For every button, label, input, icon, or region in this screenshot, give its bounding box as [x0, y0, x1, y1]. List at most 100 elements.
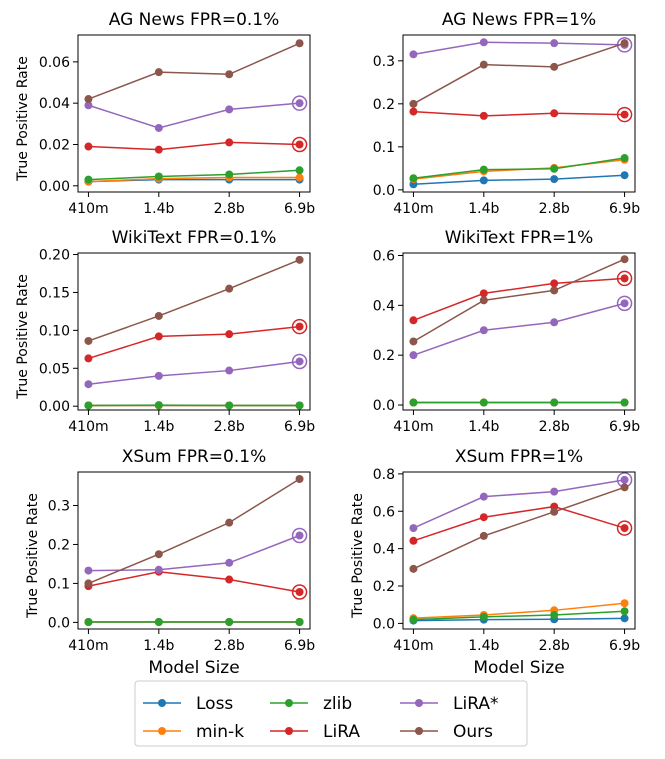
legend-marker	[415, 699, 423, 707]
axes-frame	[77, 34, 311, 193]
y-tick-label: 0.1	[48, 576, 70, 592]
x-tick-label: 2.8b	[214, 201, 245, 217]
x-tick-label: 2.8b	[539, 419, 570, 435]
data-point-loss	[620, 614, 629, 623]
y-tick-label: 0.8	[373, 467, 395, 483]
data-point-ours	[295, 39, 304, 48]
data-point-lira	[154, 332, 163, 341]
data-point-zlib	[295, 617, 304, 626]
data-point-ours	[620, 39, 629, 48]
series-line-ours	[413, 258, 625, 343]
highlight-ring-lira	[616, 520, 633, 536]
data-point-lira	[409, 351, 418, 360]
x-axis-label: Model Size	[148, 658, 239, 678]
data-point-min-k	[620, 599, 629, 608]
series-lira	[409, 270, 633, 325]
y-tick-label: 0.2	[373, 348, 395, 364]
series-lira	[84, 95, 308, 132]
series-zlib	[409, 607, 629, 624]
y-tick-label: 0.15	[39, 285, 70, 301]
y-tick-label: 0.2	[48, 537, 70, 553]
data-point-zlib	[295, 401, 304, 410]
data-point-lira	[409, 524, 418, 533]
data-point-lira	[409, 536, 418, 545]
legend-label: min-k	[196, 722, 244, 742]
data-point-zlib	[154, 617, 163, 626]
y-tick-label: 0.6	[373, 248, 395, 264]
axes-frame	[77, 252, 311, 411]
series-ours	[409, 39, 629, 108]
y-tick-label: 0.0	[373, 398, 395, 414]
chart-title: WikiText FPR=1%	[445, 228, 594, 248]
y-tick-label: 0.0	[373, 616, 395, 632]
data-point-lira	[409, 316, 418, 325]
data-point-lira	[479, 38, 488, 47]
legend-label: LiRA*	[453, 694, 498, 714]
series-line-lira	[413, 505, 625, 542]
data-point-lira	[154, 145, 163, 154]
data-point-ours	[479, 531, 488, 540]
x-tick-label: 1.4b	[468, 201, 499, 217]
legend-label: Ours	[453, 722, 493, 742]
series-line-ours	[88, 259, 300, 342]
series-ours	[409, 483, 629, 573]
y-tick-label: 0.3	[373, 54, 395, 70]
series-zlib	[409, 398, 629, 407]
x-tick-label: 1.4b	[143, 638, 174, 654]
legend-label: Loss	[196, 694, 233, 714]
series-line-lira	[413, 277, 625, 321]
x-tick-label: 410m	[68, 638, 108, 654]
legend-item-lira: LiRA*	[400, 694, 498, 714]
y-tick-label: 0.2	[373, 97, 395, 113]
data-point-loss	[620, 171, 629, 180]
data-point-lira	[295, 531, 304, 540]
series-line-lira	[413, 302, 625, 356]
highlight-ring-lira	[291, 318, 308, 335]
y-axis-label: True Positive Rate	[15, 274, 31, 400]
chart-panel-ag-news-fpr-1: AG News FPR=1% 0.0 0.1 0.2 0.3 410m 1.4b 2.8b 6.…	[373, 10, 641, 217]
data-point-ours	[154, 550, 163, 559]
data-point-zlib	[550, 610, 559, 619]
plot-area	[409, 37, 633, 189]
series-line-zlib	[413, 157, 625, 179]
data-point-lira	[479, 326, 488, 335]
data-point-lira	[550, 279, 559, 288]
series-lira	[84, 527, 308, 575]
axes-frame	[77, 471, 311, 630]
data-point-lira	[479, 111, 488, 120]
series-ours	[84, 39, 304, 104]
data-point-zlib	[225, 170, 234, 179]
x-axis-label: Model Size	[473, 658, 564, 678]
series-line-ours	[413, 42, 625, 105]
highlight-ring-lira	[616, 106, 633, 123]
chart-panel-ag-news-fpr-0-1: AG News FPR=0.1% 0.00 0.02 0.04 0.06 410m 1.4b…	[15, 10, 315, 217]
x-tick-label: 1.4b	[468, 419, 499, 435]
axes-frame	[402, 252, 636, 411]
highlight-ring-lira	[291, 527, 308, 544]
data-point-ours	[84, 579, 93, 588]
chart-panel-xsum-fpr-1: XSum FPR=1% 0.0 0.2 0.4 0.6 0.8 410m 1.4b 2.8b 6.…	[350, 447, 640, 678]
data-point-zlib	[620, 154, 629, 163]
data-point-lira	[84, 142, 93, 151]
series-line-min-k	[88, 176, 300, 183]
data-point-ours	[84, 95, 93, 104]
x-tick-label: 1.4b	[143, 201, 174, 217]
highlight-ring-lira	[616, 270, 633, 287]
legend-label: LiRA	[323, 722, 360, 742]
data-point-lira	[479, 289, 488, 298]
y-tick-label: 0.4	[373, 542, 395, 558]
y-tick-label: 0.02	[39, 137, 70, 153]
data-point-zlib	[409, 174, 418, 183]
series-line-loss	[413, 617, 625, 622]
y-tick-label: 0.00	[39, 399, 70, 415]
data-point-ours	[620, 255, 629, 264]
data-point-ours	[550, 507, 559, 516]
series-line-lira	[88, 360, 300, 385]
series-line-min-k	[413, 602, 625, 619]
legend-box	[134, 680, 528, 747]
data-point-lira	[154, 123, 163, 132]
legend-item-min-k: min-k	[143, 722, 244, 742]
series-ours	[84, 255, 304, 345]
data-point-lira	[620, 475, 629, 484]
data-point-zlib	[84, 401, 93, 410]
